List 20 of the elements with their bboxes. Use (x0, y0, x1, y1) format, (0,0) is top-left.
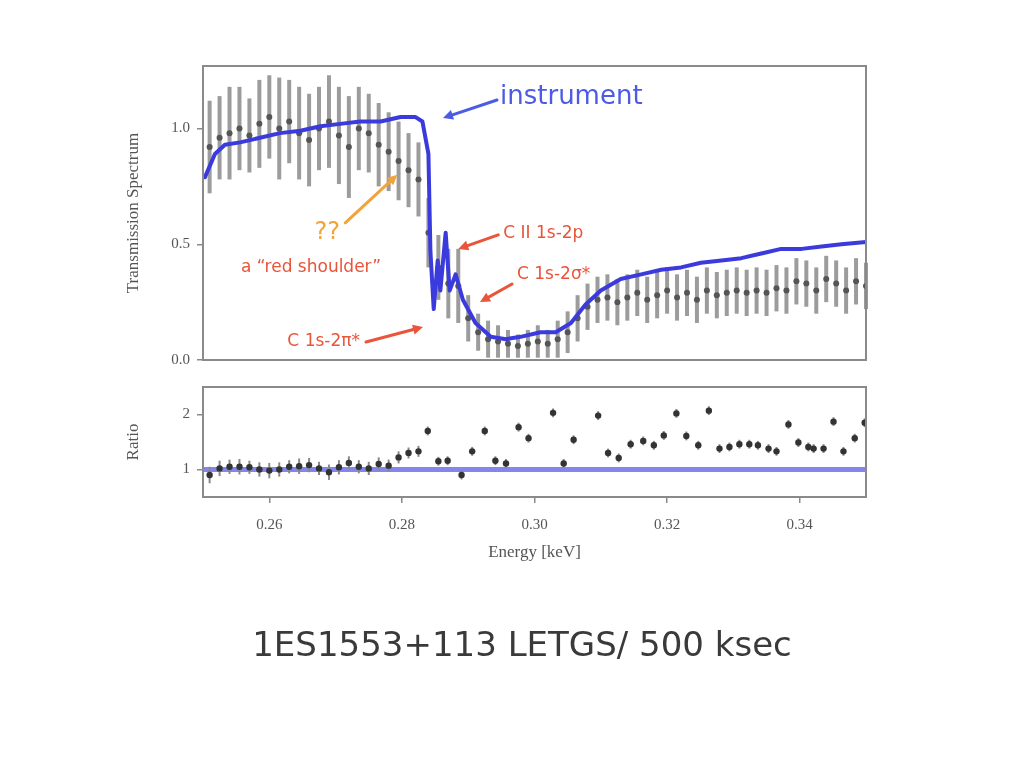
annotation: instrument (500, 79, 643, 110)
x-tick-label: 0.28 (388, 515, 416, 532)
x-tick-label: 0.26 (256, 515, 283, 532)
annotation: C 1s-2π* (287, 330, 360, 351)
annotation: ?? (314, 217, 340, 246)
annotation: a “red shoulder” (240, 256, 382, 277)
y-tick-label: 1 (182, 460, 190, 477)
y-tick-label: 0.5 (171, 235, 190, 252)
x-tick-label: 0.34 (786, 515, 814, 532)
text: 1ES1553+113 LETGS/ 500 ksec (251, 623, 793, 666)
y-tick-label: 0.0 (171, 350, 190, 367)
y-tick-label: 1.0 (171, 119, 190, 136)
annotation: C 1s-2σ* (517, 263, 591, 284)
y-tick-label: 2 (182, 405, 190, 422)
y-axis-title: Transmission Spectrum (122, 132, 142, 294)
annotation: C II 1s-2p (503, 222, 584, 243)
x-axis-title: Energy [keV] (488, 542, 581, 562)
x-tick-label: 0.32 (653, 515, 681, 532)
x-tick-label: 0.30 (521, 515, 548, 532)
y-axis-title: Ratio (122, 423, 142, 461)
